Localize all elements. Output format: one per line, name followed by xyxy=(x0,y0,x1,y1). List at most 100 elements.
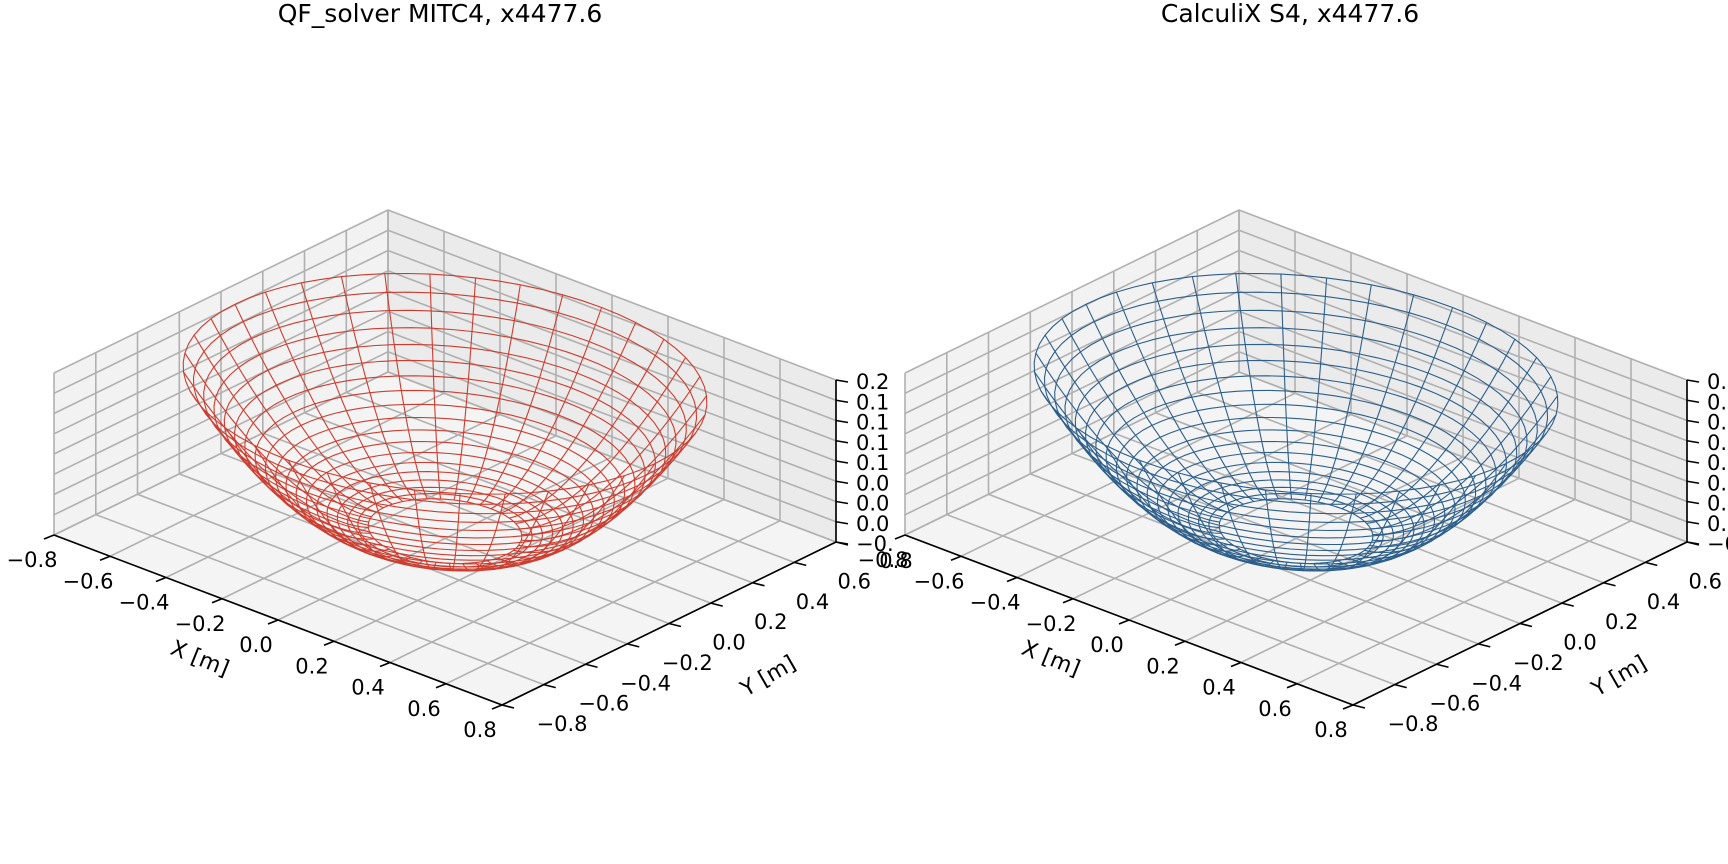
surface-radial-line xyxy=(1330,294,1415,506)
surface-radial-line xyxy=(225,428,381,546)
surface-radial-line xyxy=(1366,357,1538,524)
z-gridline xyxy=(904,290,1688,462)
z-tick-label: 0. xyxy=(1707,390,1727,414)
y-tick-mark xyxy=(501,704,515,709)
surface-radial-line xyxy=(184,352,369,523)
surface-radial-line xyxy=(369,482,424,567)
surface-radial-line xyxy=(500,322,637,514)
z-gridline xyxy=(53,371,837,543)
y-tick-label: −0.2 xyxy=(662,651,713,675)
z-gridline xyxy=(53,290,837,462)
z-tick-label: 0.1 xyxy=(856,451,889,475)
z-tick-mark xyxy=(835,541,849,545)
surface-radial-line xyxy=(453,277,477,501)
z-tick-label: −0 xyxy=(1707,532,1728,556)
surface-radial-line xyxy=(486,484,590,568)
y-tick-mark xyxy=(627,643,640,648)
surface-radial-line xyxy=(429,274,442,499)
x-tick-mark xyxy=(1006,576,1018,583)
x-tick-label: 0.2 xyxy=(295,654,328,678)
z-tick-mark xyxy=(835,379,849,383)
x-tick-mark xyxy=(155,576,167,583)
y-tick-label: 0.6 xyxy=(838,569,871,593)
z-tick-label: 0. xyxy=(1707,411,1727,435)
surface-radial-line xyxy=(515,357,687,524)
x-tick-label: −0.6 xyxy=(914,569,965,593)
x-tick-label: −0.8 xyxy=(7,548,58,572)
surface-radial-line xyxy=(1370,376,1552,530)
x-axis-label: X [m] xyxy=(167,636,233,682)
z-tick-label: 0. xyxy=(1707,451,1727,475)
surface-radial-line xyxy=(1034,371,1220,529)
z-tick-mark xyxy=(1686,500,1700,505)
surface-radial-line xyxy=(490,307,603,510)
surface-radial-line xyxy=(1264,489,1288,570)
surface-radial-line xyxy=(210,318,377,513)
surface-radial-line xyxy=(326,472,411,563)
z-tick-mark xyxy=(835,439,849,444)
z-tick-mark xyxy=(1686,480,1700,485)
y-tick-mark xyxy=(1645,561,1658,567)
surface-radial-line xyxy=(1372,395,1558,536)
y-tick-label: 0.8 xyxy=(879,549,912,573)
y-axis-label: Y [m] xyxy=(1587,651,1651,703)
chart-title: QF_solver MITC4, x4477.6 xyxy=(278,0,603,28)
surface-radial-line xyxy=(1076,428,1232,546)
surface-radial-line xyxy=(1372,414,1557,542)
surface-radial-line xyxy=(1035,352,1220,523)
x-tick-mark xyxy=(894,534,906,540)
surface-radial-line xyxy=(413,489,437,570)
z-gridline xyxy=(904,269,1688,442)
surface-radial-line xyxy=(1351,322,1488,514)
surface-radial-line xyxy=(497,475,626,564)
surface-radial-line xyxy=(521,414,706,542)
z-gridline xyxy=(904,371,1688,543)
y-tick-mark xyxy=(1394,683,1407,689)
x-tick-label: −0.4 xyxy=(970,591,1021,615)
z-tick-mark xyxy=(1686,460,1700,464)
surface-radial-line xyxy=(1191,276,1267,501)
surface-radial-line xyxy=(521,395,707,536)
z-tick-mark xyxy=(1686,520,1700,525)
surface-radial-line xyxy=(300,282,404,502)
z-tick-label: 0.1 xyxy=(856,411,889,435)
z-gridline xyxy=(904,249,1688,422)
z-tick-mark xyxy=(835,460,849,464)
x-tick-mark xyxy=(1342,704,1354,710)
x-tick-label: 0.6 xyxy=(1258,697,1291,721)
z-tick-label: 0. xyxy=(1707,431,1727,455)
x-tick-label: −0.8 xyxy=(858,548,909,572)
y-tick-label: −0.4 xyxy=(1471,671,1522,695)
z-tick-label: 0.0 xyxy=(856,492,889,516)
z-gridline xyxy=(53,209,837,381)
y-tick-mark xyxy=(1519,622,1533,628)
y-tick-label: 0.2 xyxy=(754,610,787,634)
y-axis-label: Y [m] xyxy=(736,651,800,703)
z-tick-label: 0.1 xyxy=(856,390,889,414)
surface-radial-line xyxy=(1280,274,1293,499)
x-tick-mark xyxy=(267,619,279,625)
x-tick-mark xyxy=(1062,598,1074,604)
x-tick-label: 0.4 xyxy=(1202,676,1235,700)
z-tick-mark xyxy=(835,399,849,404)
surface-radial-line xyxy=(1235,273,1279,500)
surface-radial-line xyxy=(1220,482,1275,567)
x-tick-label: −0.6 xyxy=(63,569,114,593)
z-tick-label: 0. xyxy=(1707,512,1727,536)
y-tick-label: −0.6 xyxy=(1429,692,1480,716)
y-tick-label: 0.4 xyxy=(1647,590,1680,614)
z-tick-mark xyxy=(1686,419,1700,424)
y-tick-mark xyxy=(1603,581,1616,587)
y-tick-label: 0.2 xyxy=(1605,610,1638,634)
x-tick-label: 0.4 xyxy=(351,676,384,700)
y-tick-mark xyxy=(794,561,807,567)
x-tick-mark xyxy=(211,598,223,604)
y-tick-mark xyxy=(543,683,556,689)
surface-radial-line xyxy=(1313,493,1357,572)
z-tick-label: 0.1 xyxy=(856,431,889,455)
y-tick-label: −0.4 xyxy=(620,671,671,695)
x-tick-label: −0.2 xyxy=(1026,612,1077,636)
x-tick-mark xyxy=(435,683,447,689)
x-tick-mark xyxy=(1286,683,1298,689)
y-tick-mark xyxy=(585,663,598,669)
